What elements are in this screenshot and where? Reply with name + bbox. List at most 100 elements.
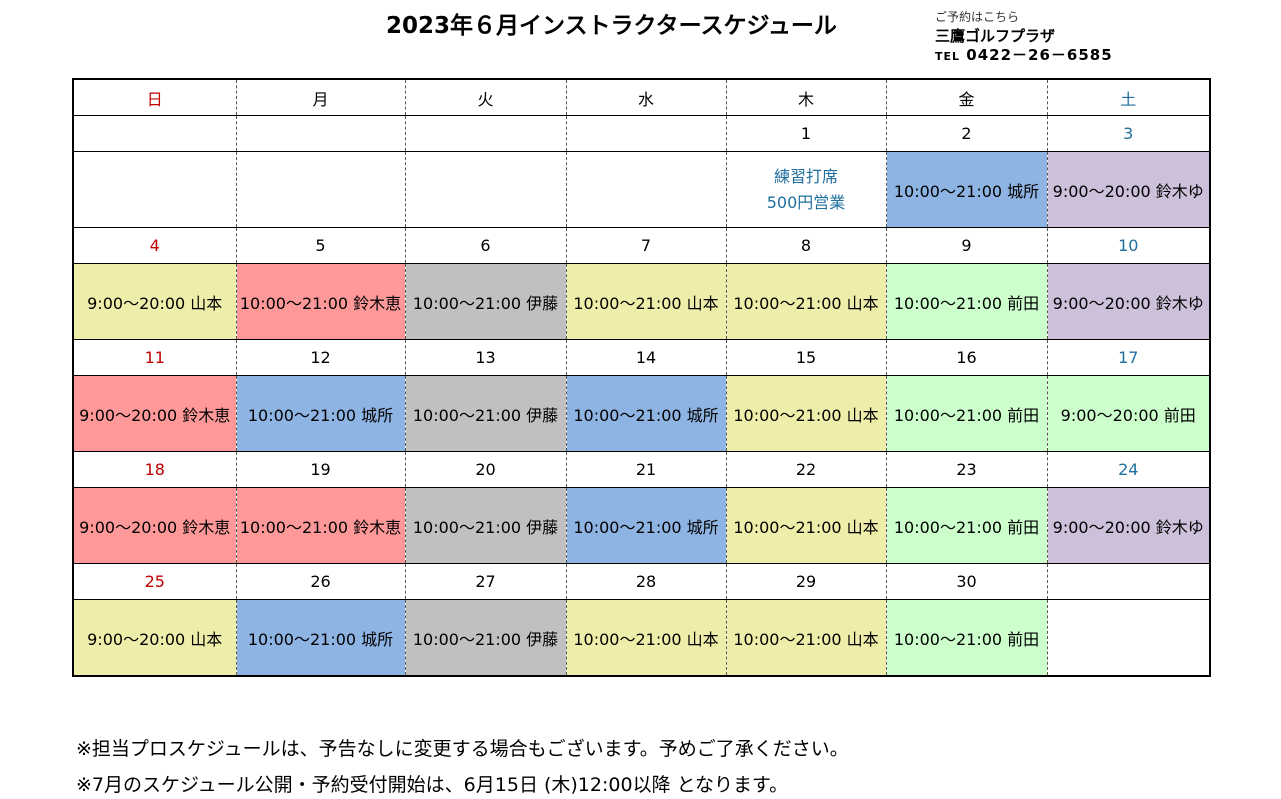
date-cell: 14 <box>565 339 727 376</box>
date-cell: 24 <box>1046 451 1211 488</box>
date-cell: 26 <box>235 563 406 600</box>
weekday-wed: 水 <box>565 78 727 116</box>
practice-note-cell: 練習打席 500円営業 <box>725 151 887 228</box>
date-cell: 13 <box>404 339 567 376</box>
instructor-shift-cell: 10:00～21:00 城所 <box>235 375 406 452</box>
date-cell: 5 <box>235 227 406 264</box>
date-cell: 28 <box>565 563 727 600</box>
instructor-shift-cell: 9:00～20:00 鈴木恵 <box>72 487 237 564</box>
date-cell: 6 <box>404 227 567 264</box>
date-cell: 22 <box>725 451 887 488</box>
date-cell: 11 <box>72 339 237 376</box>
schedule-row: 9:00～20:00 鈴木恵 10:00～21:00 城所 10:00～21:00 … <box>72 375 1211 452</box>
instructor-shift-cell: 10:00～21:00 前田 <box>885 487 1048 564</box>
practice-note-line: 500円営業 <box>766 192 846 212</box>
instructor-shift-cell: 9:00～20:00 鈴木ゆ <box>1046 263 1211 340</box>
date-cell <box>404 115 567 152</box>
date-cell: 16 <box>885 339 1048 376</box>
instructor-shift-cell: 10:00～21:00 城所 <box>235 599 406 677</box>
tel-prefix: TEL <box>935 50 961 63</box>
date-cell: 10 <box>1046 227 1211 264</box>
date-cell: 19 <box>235 451 406 488</box>
date-row: 25 26 27 28 29 30 <box>72 563 1211 600</box>
schedule-row: 9:00～20:00 鈴木恵 10:00～21:00 鈴木恵 10:00～21:00… <box>72 487 1211 564</box>
instructor-shift-cell: 9:00～20:00 山本 <box>72 263 237 340</box>
date-cell: 9 <box>885 227 1048 264</box>
date-cell: 27 <box>404 563 567 600</box>
weekday-sat: 土 <box>1046 78 1211 116</box>
instructor-shift-cell <box>1046 599 1211 677</box>
date-cell: 30 <box>885 563 1048 600</box>
date-cell <box>72 115 237 152</box>
date-cell <box>1046 563 1211 600</box>
date-cell: 1 <box>725 115 887 152</box>
weekday-thu: 木 <box>725 78 887 116</box>
facility-name: 三鷹ゴルフプラザ <box>935 27 1056 45</box>
date-cell: 3 <box>1046 115 1211 152</box>
instructor-shift-cell: 9:00～20:00 山本 <box>72 599 237 677</box>
instructor-shift-cell: 10:00～21:00 伊藤 <box>404 599 567 677</box>
instructor-shift-cell: 10:00～21:00 鈴木恵 <box>235 263 406 340</box>
schedule-row: 練習打席 500円営業 10:00～21:00 城所 9:00～20:00 鈴木ゆ <box>72 151 1211 228</box>
instructor-shift-cell <box>404 151 567 228</box>
instructor-shift-cell: 10:00～21:00 鈴木恵 <box>235 487 406 564</box>
instructor-shift-cell: 9:00～20:00 鈴木ゆ <box>1046 487 1211 564</box>
instructor-shift-cell: 10:00～21:00 前田 <box>885 375 1048 452</box>
date-cell: 20 <box>404 451 567 488</box>
date-cell: 17 <box>1046 339 1211 376</box>
instructor-shift-cell <box>565 151 727 228</box>
instructor-shift-cell: 10:00～21:00 山本 <box>725 263 887 340</box>
instructor-shift-cell: 10:00～21:00 山本 <box>565 263 727 340</box>
weekday-header-row: 日月火水木金土 <box>72 78 1211 116</box>
weekday-sun: 日 <box>72 78 237 116</box>
date-cell: 29 <box>725 563 887 600</box>
instructor-shift-cell: 10:00～21:00 山本 <box>725 487 887 564</box>
date-cell: 21 <box>565 451 727 488</box>
date-cell: 23 <box>885 451 1048 488</box>
instructor-shift-cell: 10:00～21:00 山本 <box>725 599 887 677</box>
instructor-shift-cell: 10:00～21:00 城所 <box>565 375 727 452</box>
instructor-shift-cell <box>72 151 237 228</box>
date-cell: 8 <box>725 227 887 264</box>
weekday-tue: 火 <box>404 78 567 116</box>
footer-note-2: ※7月のスケジュール公開・予約受付開始は、6月15日 (木)12:00以降 とな… <box>76 774 789 796</box>
phone-number: TEL 0422－26－6585 <box>935 46 1113 66</box>
date-cell <box>565 115 727 152</box>
date-cell: 4 <box>72 227 237 264</box>
instructor-shift-cell: 9:00～20:00 前田 <box>1046 375 1211 452</box>
instructor-shift-cell <box>235 151 406 228</box>
instructor-shift-cell: 10:00～21:00 城所 <box>885 151 1048 228</box>
date-cell: 7 <box>565 227 727 264</box>
date-row: 18 19 20 21 22 23 24 <box>72 451 1211 488</box>
date-row: 4 5 6 7 8 9 10 <box>72 227 1211 264</box>
instructor-shift-cell: 9:00～20:00 鈴木恵 <box>72 375 237 452</box>
instructor-shift-cell: 10:00～21:00 山本 <box>565 599 727 677</box>
date-cell: 25 <box>72 563 237 600</box>
contact-info: ご予約はこちら 三鷹ゴルフプラザ TEL 0422－26－6585 <box>935 8 1113 66</box>
date-row: 11 12 13 14 15 16 17 <box>72 339 1211 376</box>
instructor-shift-cell: 10:00～21:00 伊藤 <box>404 263 567 340</box>
reservation-caption: ご予約はこちら <box>935 10 1020 24</box>
weekday-fri: 金 <box>885 78 1048 116</box>
schedule-row: 9:00～20:00 山本 10:00～21:00 城所 10:00～21:00 伊… <box>72 599 1211 677</box>
date-cell: 15 <box>725 339 887 376</box>
instructor-shift-cell: 9:00～20:00 鈴木ゆ <box>1046 151 1211 228</box>
date-cell: 18 <box>72 451 237 488</box>
date-cell <box>235 115 406 152</box>
schedule-calendar: 日月火水木金土 1 2 3 練習打席 500円営業 10:00～21:00 城所 9:00～… <box>72 78 1211 677</box>
instructor-shift-cell: 10:00～21:00 城所 <box>565 487 727 564</box>
instructor-shift-cell: 10:00～21:00 前田 <box>885 263 1048 340</box>
page-title: 2023年６月インストラクタースケジュール <box>386 13 837 39</box>
date-cell: 2 <box>885 115 1048 152</box>
instructor-shift-cell: 10:00～21:00 伊藤 <box>404 375 567 452</box>
instructor-shift-cell: 10:00～21:00 前田 <box>885 599 1048 677</box>
date-cell: 12 <box>235 339 406 376</box>
instructor-shift-cell: 10:00～21:00 山本 <box>725 375 887 452</box>
practice-note-line: 練習打席 <box>773 166 838 186</box>
weekday-mon: 月 <box>235 78 406 116</box>
footer-note-1: ※担当プロスケジュールは、予告なしに変更する場合もございます。予めご了承ください… <box>76 738 849 760</box>
schedule-row: 9:00～20:00 山本 10:00～21:00 鈴木恵 10:00～21:00 … <box>72 263 1211 340</box>
instructor-shift-cell: 10:00～21:00 伊藤 <box>404 487 567 564</box>
tel-number: 0422－26－6585 <box>966 46 1113 64</box>
